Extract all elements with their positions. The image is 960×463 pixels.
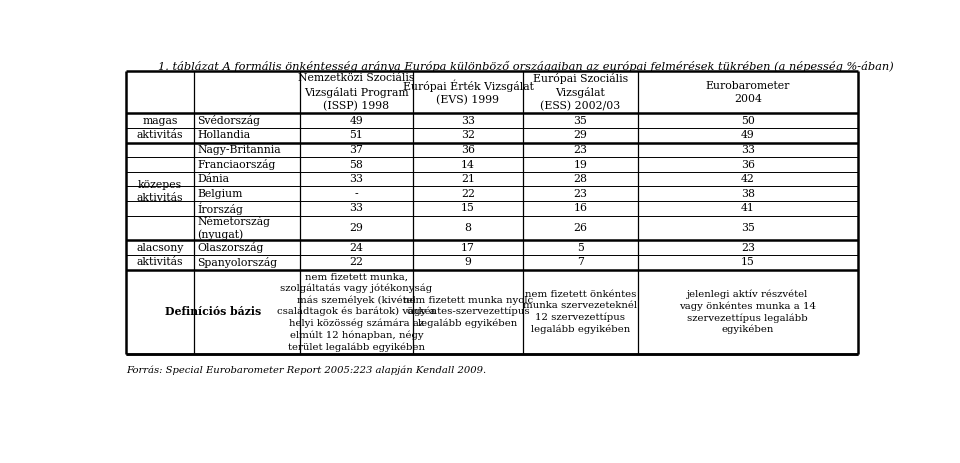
Text: 22: 22: [349, 257, 364, 267]
Text: 17: 17: [461, 243, 475, 253]
Text: 49: 49: [741, 130, 755, 140]
Text: Európai Szociális
Vizsgálat
(ESS) 2002/03: Európai Szociális Vizsgálat (ESS) 2002/0…: [533, 73, 628, 111]
Text: Nemzetközi Szociális
Vizsgálati Program
(ISSP) 1998: Nemzetközi Szociális Vizsgálati Program …: [299, 74, 415, 111]
Text: 5: 5: [577, 243, 584, 253]
Text: 42: 42: [741, 174, 755, 184]
Text: Hollandia: Hollandia: [198, 130, 251, 140]
Text: 9: 9: [465, 257, 471, 267]
Text: nem fizetett munka nyolc
önkéntes-szervezettípus
legalább egyikében: nem fizetett munka nyolc önkéntes-szerve…: [403, 296, 533, 328]
Text: 15: 15: [461, 203, 475, 213]
Text: 23: 23: [573, 145, 588, 155]
Text: 26: 26: [573, 223, 588, 233]
Text: 50: 50: [741, 116, 755, 125]
Text: 35: 35: [741, 223, 755, 233]
Text: 33: 33: [741, 145, 755, 155]
Text: 37: 37: [349, 145, 363, 155]
Text: 21: 21: [461, 174, 475, 184]
Text: 58: 58: [349, 160, 363, 169]
Text: 29: 29: [573, 130, 588, 140]
Text: Belgium: Belgium: [198, 189, 243, 199]
Text: Olaszország: Olaszország: [198, 242, 264, 253]
Text: 33: 33: [461, 116, 475, 125]
Text: 32: 32: [461, 130, 475, 140]
Text: 51: 51: [349, 130, 363, 140]
Text: nem fizetett munka,
szolgáltatás vagy jótékonyság
más személyek (kivétel
családt: nem fizetett munka, szolgáltatás vagy jó…: [277, 272, 436, 352]
Text: 41: 41: [741, 203, 755, 213]
Text: 23: 23: [573, 189, 588, 199]
Text: Európai Érték Vizsgálat
(EVS) 1999: Európai Érték Vizsgálat (EVS) 1999: [402, 79, 534, 105]
Text: 24: 24: [349, 243, 363, 253]
Text: 19: 19: [573, 160, 588, 169]
Text: Svédország: Svédország: [198, 115, 260, 126]
Text: Írország: Írország: [198, 202, 244, 215]
Text: 8: 8: [465, 223, 471, 233]
Text: 1. táblázat A formális önkéntesség aránya Európa különböző országaiban az európa: 1. táblázat A formális önkéntesség arány…: [157, 61, 894, 72]
Text: 33: 33: [349, 174, 364, 184]
Text: Eurobarometer
2004: Eurobarometer 2004: [706, 81, 790, 104]
Text: 16: 16: [573, 203, 588, 213]
Text: 33: 33: [349, 203, 364, 213]
Text: Nagy-Britannia: Nagy-Britannia: [198, 145, 281, 155]
Text: 22: 22: [461, 189, 475, 199]
Text: közepes
aktivitás: közepes aktivitás: [136, 180, 183, 203]
Text: jelenlegi aktív részvétel
vagy önkéntes munka a 14
szervezettípus legalább
egyik: jelenlegi aktív részvétel vagy önkéntes …: [680, 289, 816, 334]
Text: Dánia: Dánia: [198, 174, 229, 184]
Text: 36: 36: [461, 145, 475, 155]
Text: Forrás: Special Eurobarometer Report 2005:223 alapján Kendall 2009.: Forrás: Special Eurobarometer Report 200…: [126, 365, 487, 375]
Text: -: -: [354, 189, 358, 199]
Text: alacsony
aktivitás: alacsony aktivitás: [136, 244, 183, 267]
Text: magas
aktivitás: magas aktivitás: [136, 116, 183, 139]
Text: 49: 49: [349, 116, 363, 125]
Text: 36: 36: [741, 160, 755, 169]
Text: 14: 14: [461, 160, 475, 169]
Text: 29: 29: [349, 223, 363, 233]
Text: 15: 15: [741, 257, 755, 267]
Text: Definíciós bázis: Definíciós bázis: [165, 307, 261, 318]
Text: Spanyolország: Spanyolország: [198, 257, 277, 268]
Text: nem fizetett önkéntes
munka szervezeteknél
12 szervezettípus
legalább egyikében: nem fizetett önkéntes munka szervezetekn…: [523, 290, 637, 334]
Text: 23: 23: [741, 243, 755, 253]
Text: 35: 35: [573, 116, 588, 125]
Text: Németország
(nyugat): Németország (nyugat): [198, 216, 271, 240]
Text: 38: 38: [741, 189, 755, 199]
Text: 7: 7: [577, 257, 584, 267]
Text: Franciaország: Franciaország: [198, 159, 276, 170]
Text: 28: 28: [573, 174, 588, 184]
